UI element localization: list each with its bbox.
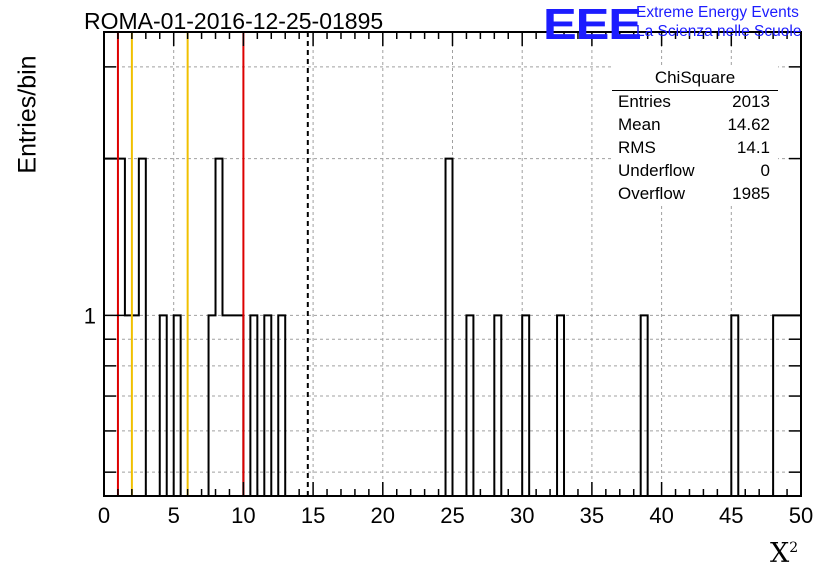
stats-row-mean: Mean 14.62 bbox=[612, 113, 778, 136]
stats-divider bbox=[612, 90, 778, 91]
x-tick-label: 40 bbox=[649, 503, 673, 528]
stats-key: RMS bbox=[618, 138, 656, 157]
x-tick-label: 20 bbox=[371, 503, 395, 528]
y-axis-label: Entries/bin bbox=[13, 55, 42, 174]
stats-row-entries: Entries 2013 bbox=[612, 90, 778, 113]
stats-key: Underflow bbox=[618, 161, 695, 180]
x-tick-label: 35 bbox=[580, 503, 604, 528]
y-tick-label: 1 bbox=[84, 303, 96, 328]
eee-logo-line2: La Scienza nelle Scuole bbox=[636, 23, 802, 40]
x-tick-label: 30 bbox=[510, 503, 534, 528]
eee-logo-text: Extreme Energy Events La Scienza nelle S… bbox=[636, 3, 801, 41]
stats-value: 14.1 bbox=[736, 138, 770, 157]
stats-row-underflow: Underflow 0 bbox=[612, 159, 778, 182]
stats-key: Entries bbox=[618, 92, 671, 111]
stats-row-rms: RMS 14.1 bbox=[612, 136, 778, 159]
x-tick-label: 5 bbox=[168, 503, 180, 528]
eee-logo-mark: EEE bbox=[543, 0, 642, 49]
stats-value: 0 bbox=[760, 161, 770, 180]
stats-value: 1985 bbox=[732, 184, 770, 203]
x-tick-label: 45 bbox=[719, 503, 743, 528]
x-axis-label-superscript: 2 bbox=[789, 540, 799, 556]
stats-key: Mean bbox=[618, 115, 661, 134]
x-axis-label: X2 bbox=[770, 538, 798, 569]
stats-title: ChiSquare bbox=[654, 68, 736, 87]
x-tick-label: 50 bbox=[789, 503, 813, 528]
x-axis-label-base: X bbox=[770, 538, 790, 569]
chart-title: ROMA-01-2016-12-25-01895 bbox=[84, 8, 384, 34]
x-tick-label: 25 bbox=[440, 503, 464, 528]
stats-box: ChiSquare Entries 2013 Mean 14.62 RMS 14… bbox=[612, 66, 778, 205]
x-tick-label: 10 bbox=[231, 503, 255, 528]
x-tick-label: 15 bbox=[301, 503, 325, 528]
stats-row-overflow: Overflow 1985 bbox=[612, 182, 778, 205]
stats-key: Overflow bbox=[618, 184, 686, 203]
stats-value: 14.62 bbox=[727, 115, 770, 134]
x-tick-label: 0 bbox=[98, 503, 110, 528]
stats-value: 2013 bbox=[732, 92, 770, 111]
eee-logo-line1: Extreme Energy Events bbox=[636, 4, 799, 21]
